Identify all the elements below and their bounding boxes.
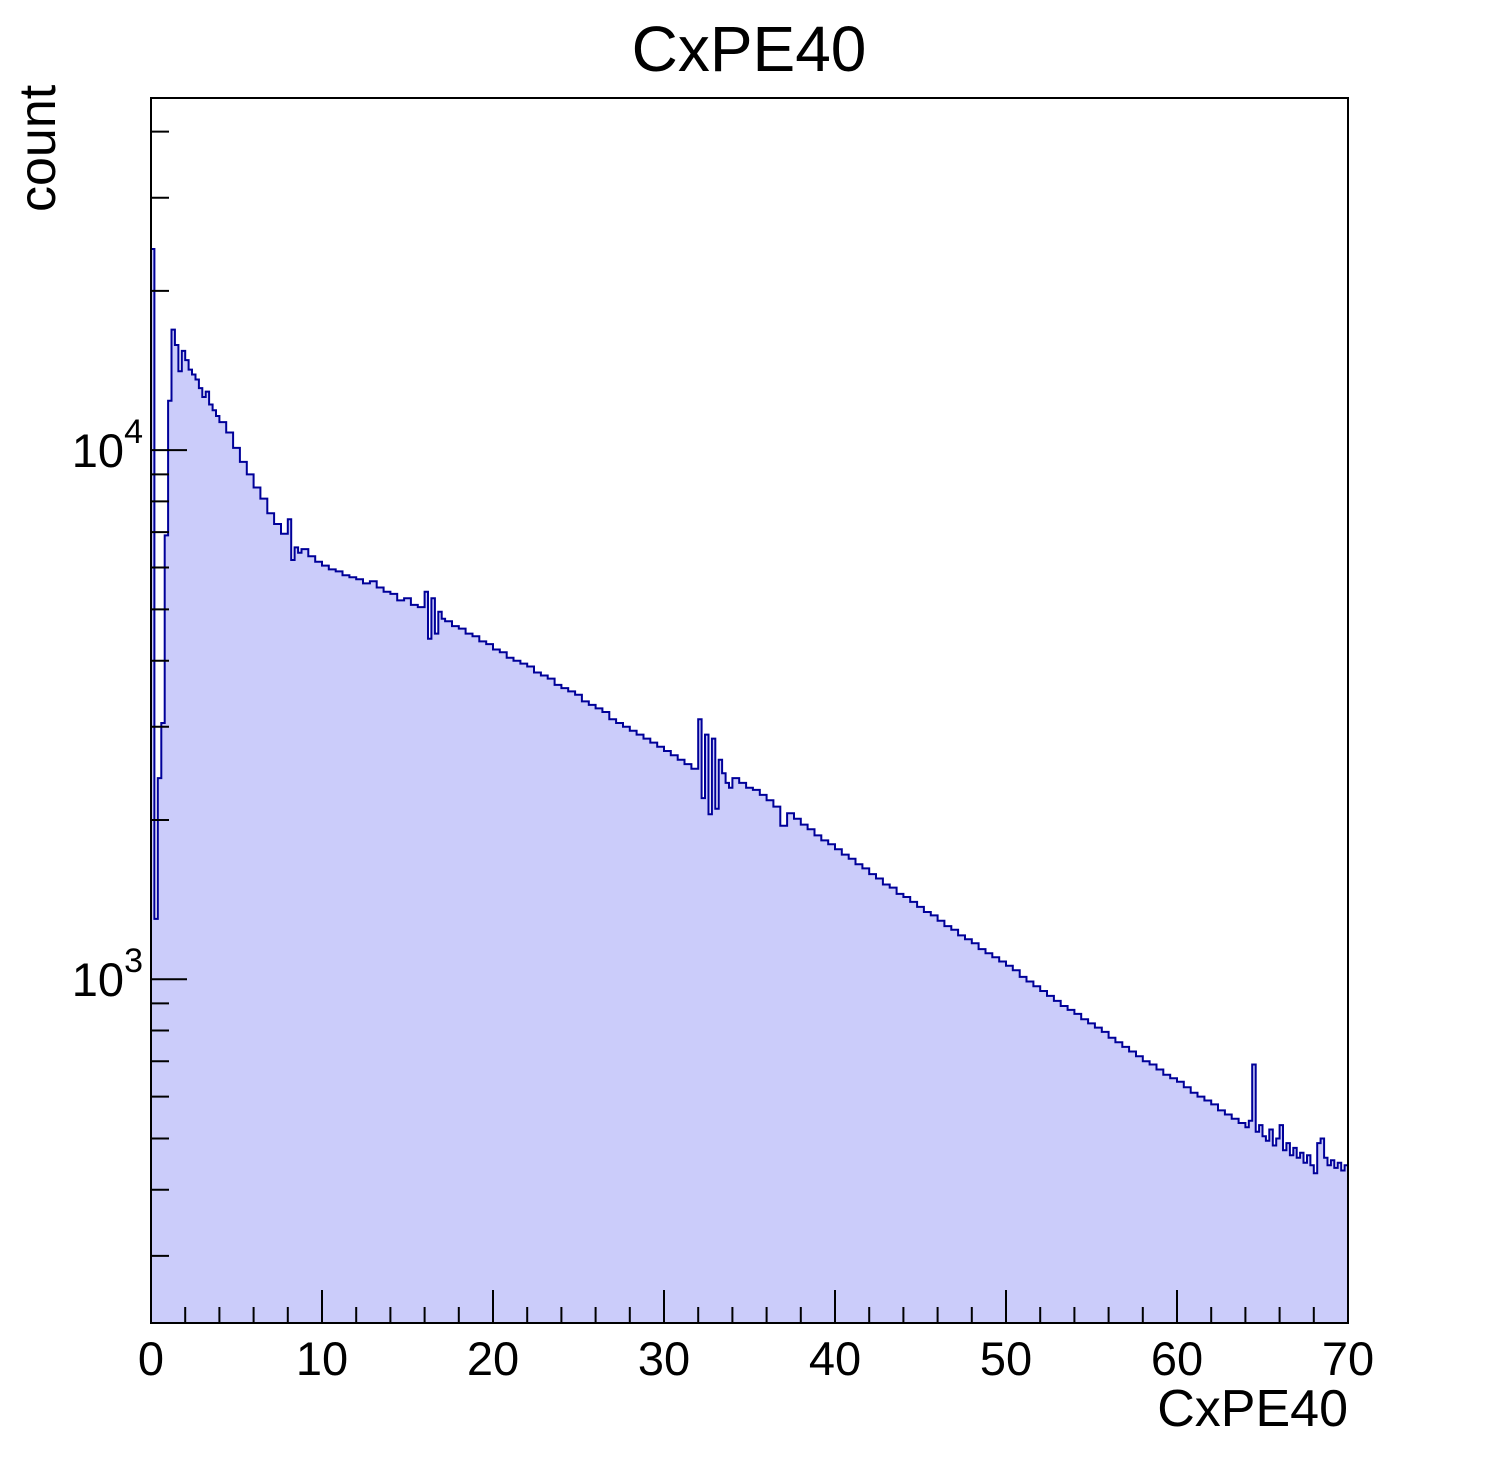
y-tick-label: 103 xyxy=(72,942,143,1006)
y-tick-label: 104 xyxy=(72,413,143,477)
x-tick-label: 10 xyxy=(296,1332,348,1385)
histogram-fill-area xyxy=(151,249,1348,1323)
x-tick-label: 30 xyxy=(638,1332,690,1385)
y-axis-title: count xyxy=(9,84,67,212)
plot-frame xyxy=(150,97,1349,1324)
histogram-outline xyxy=(150,248,1349,1323)
x-tick-label: 50 xyxy=(980,1332,1032,1385)
x-tick-label: 40 xyxy=(809,1332,861,1385)
chart-title: CxPE40 xyxy=(632,13,867,85)
x-axis: 0 10 20 30 40 50 60 70 xyxy=(138,1290,1374,1385)
x-axis-title: CxPE40 xyxy=(1157,1380,1348,1438)
x-tick-label: 20 xyxy=(467,1332,519,1385)
x-tick-label: 0 xyxy=(138,1332,164,1385)
y-axis: 103 104 xyxy=(72,130,187,1257)
histogram-series xyxy=(150,248,1349,1323)
x-tick-label: 70 xyxy=(1322,1332,1374,1385)
x-tick-label: 60 xyxy=(1151,1332,1203,1385)
